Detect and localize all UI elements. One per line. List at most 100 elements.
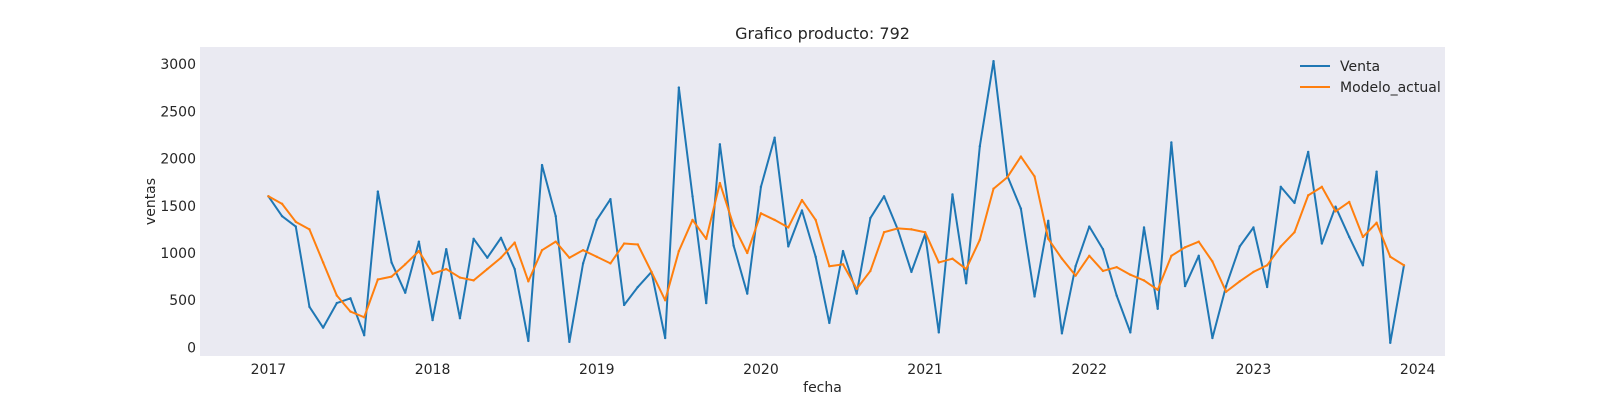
data-point (472, 237, 475, 241)
data-point (828, 321, 831, 325)
data-point (937, 331, 940, 334)
data-point (280, 214, 284, 218)
y-tick-label: 1000 (160, 246, 196, 262)
data-point (855, 292, 858, 295)
data-point (787, 226, 790, 229)
data-point (499, 236, 503, 240)
data-point (1306, 150, 1310, 154)
data-point (321, 326, 325, 329)
data-point (759, 185, 763, 189)
data-point (1142, 226, 1146, 229)
data-point (1211, 260, 1214, 263)
data-point (1019, 207, 1023, 210)
data-point (663, 299, 667, 302)
x-axis-label: fecha (803, 380, 842, 396)
data-point (431, 272, 434, 275)
data-point (1252, 226, 1255, 229)
data-point (1115, 265, 1118, 269)
data-point (1306, 194, 1310, 197)
data-point (1361, 235, 1365, 239)
data-point (513, 241, 516, 244)
data-point (321, 261, 325, 264)
data-point (951, 257, 954, 260)
data-point (1334, 210, 1337, 213)
data-point (458, 276, 462, 279)
data-point (746, 251, 749, 255)
data-point (1252, 270, 1255, 274)
data-point (663, 336, 667, 340)
data-point (923, 231, 927, 234)
data-point (1170, 141, 1173, 144)
data-point (705, 237, 708, 241)
data-point (1115, 294, 1118, 297)
data-point (513, 267, 516, 271)
data-point (1047, 219, 1050, 223)
data-point (622, 303, 626, 307)
data-point (1265, 264, 1269, 267)
data-point (622, 242, 626, 245)
data-point (978, 238, 982, 241)
data-point (335, 294, 339, 297)
data-point (677, 86, 681, 89)
data-point (294, 220, 297, 224)
data-point (1142, 279, 1146, 282)
data-point (828, 265, 831, 268)
data-point (609, 262, 612, 265)
data-point (1088, 225, 1091, 228)
data-point (691, 218, 694, 222)
data-point (718, 143, 722, 146)
data-point (732, 244, 735, 247)
data-point (335, 301, 339, 305)
data-point (308, 305, 311, 309)
data-point (841, 263, 845, 266)
data-point (1170, 254, 1173, 258)
y-tick-label: 0 (187, 340, 196, 356)
y-tick-label: 3000 (160, 57, 196, 73)
data-point (568, 256, 571, 259)
x-tick-label: 2022 (1071, 362, 1107, 378)
data-point (1019, 155, 1023, 158)
data-point (937, 261, 940, 264)
data-point (1074, 274, 1077, 277)
data-point (1265, 285, 1269, 289)
legend-label: Venta (1340, 59, 1380, 75)
data-point (814, 255, 817, 258)
series-line-venta (267, 60, 1405, 344)
legend-label: Modelo_actual (1340, 80, 1441, 96)
data-point (1224, 284, 1228, 288)
data-point (458, 317, 462, 320)
data-point (1211, 336, 1214, 340)
data-point (376, 190, 380, 193)
data-point (472, 279, 475, 282)
data-point (1402, 264, 1406, 267)
x-tick-label: 2018 (415, 362, 451, 378)
data-point (1389, 341, 1392, 344)
data-point (855, 287, 858, 291)
data-point (787, 245, 790, 248)
data-point (1156, 288, 1159, 292)
data-point (1320, 185, 1324, 189)
data-point (1238, 245, 1241, 248)
data-point (1197, 240, 1200, 243)
data-point (349, 297, 352, 300)
data-point (677, 249, 681, 253)
chart-title: Grafico producto: 792 (735, 24, 910, 43)
data-point (869, 216, 872, 220)
data-point (1101, 269, 1105, 273)
data-point (1006, 176, 1009, 179)
data-point (1293, 231, 1296, 234)
data-point (691, 195, 694, 198)
data-point (1375, 221, 1378, 224)
data-point (404, 263, 407, 266)
plot-area (200, 47, 1445, 356)
data-point (1074, 265, 1077, 268)
data-point (1183, 246, 1187, 249)
data-point (1279, 245, 1283, 248)
data-point (404, 291, 407, 294)
data-point (964, 282, 968, 285)
y-tick-label: 500 (169, 293, 196, 309)
data-point (362, 334, 366, 337)
data-point (540, 248, 544, 252)
